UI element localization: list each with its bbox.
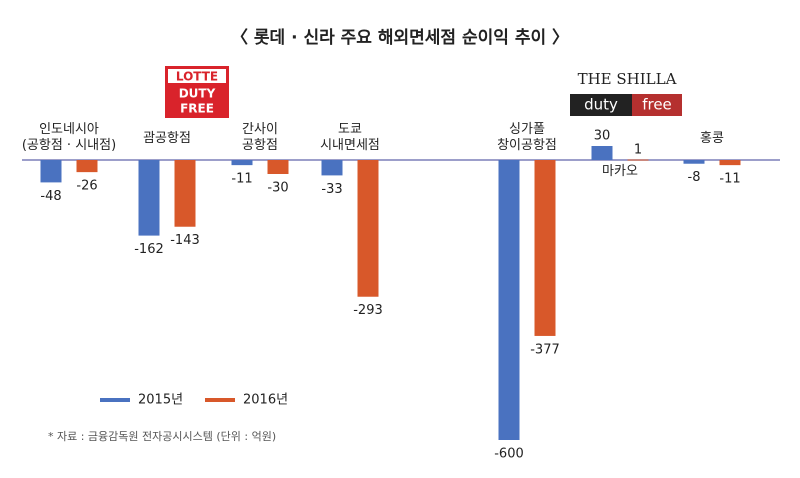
value-label: -8	[688, 170, 701, 185]
bar	[719, 160, 741, 166]
legend-label: 2015년	[138, 393, 183, 408]
bar	[683, 160, 705, 164]
legend-label: 2016년	[243, 393, 288, 408]
bar	[498, 160, 520, 440]
x-tick-label: 인도네시아 (공항점 · 시내점)	[21, 122, 117, 153]
note: * 자료 : 금융감독원 전자공시시스템 (단위 : 억원)	[48, 430, 276, 443]
bar	[534, 160, 556, 336]
bar	[357, 160, 379, 297]
logo-text: THE SHILLA	[578, 70, 677, 88]
shilla-logo	[632, 94, 682, 116]
x-tick-label: 괌공항점	[143, 131, 191, 146]
x-tick-label: 싱가폴 창이공항점	[497, 122, 557, 153]
lotte-logo-band	[168, 69, 226, 83]
x-tick-label: 마카오	[602, 164, 638, 179]
bar	[321, 160, 343, 176]
value-label: -377	[530, 342, 560, 357]
value-label: -293	[353, 303, 383, 318]
value-label: -11	[719, 172, 740, 187]
logo-text: free	[642, 96, 672, 114]
logo-text: FREE	[180, 102, 214, 116]
value-label: 30	[594, 129, 611, 144]
x-tick-label: 도쿄 시내면세점	[320, 122, 380, 153]
x-tick-label: 간사이 공항점	[242, 122, 278, 153]
logo-text: LOTTE	[176, 70, 218, 84]
value-label: 1	[634, 143, 642, 158]
chart-title: 〈 롯데 · 신라 주요 해외면세점 순이익 추이 〉	[231, 27, 569, 48]
bar	[138, 160, 160, 236]
x-tick-label: 홍콩	[700, 131, 724, 146]
bar	[76, 160, 98, 173]
bar	[267, 160, 289, 174]
shilla-logo	[570, 94, 632, 116]
value-label: -162	[134, 242, 164, 257]
value-label: -143	[170, 233, 200, 248]
value-label: -33	[321, 182, 342, 197]
bar	[40, 160, 62, 183]
value-label: -11	[231, 172, 252, 187]
bar	[174, 160, 196, 227]
logo-text: DUTY	[179, 87, 216, 101]
value-label: -600	[494, 447, 524, 462]
logo-text: duty	[584, 96, 618, 114]
value-label: -26	[76, 179, 97, 194]
bar	[627, 159, 649, 161]
bar	[231, 160, 253, 166]
value-label: -30	[267, 181, 288, 196]
bar	[591, 146, 613, 160]
value-label: -48	[40, 189, 61, 204]
